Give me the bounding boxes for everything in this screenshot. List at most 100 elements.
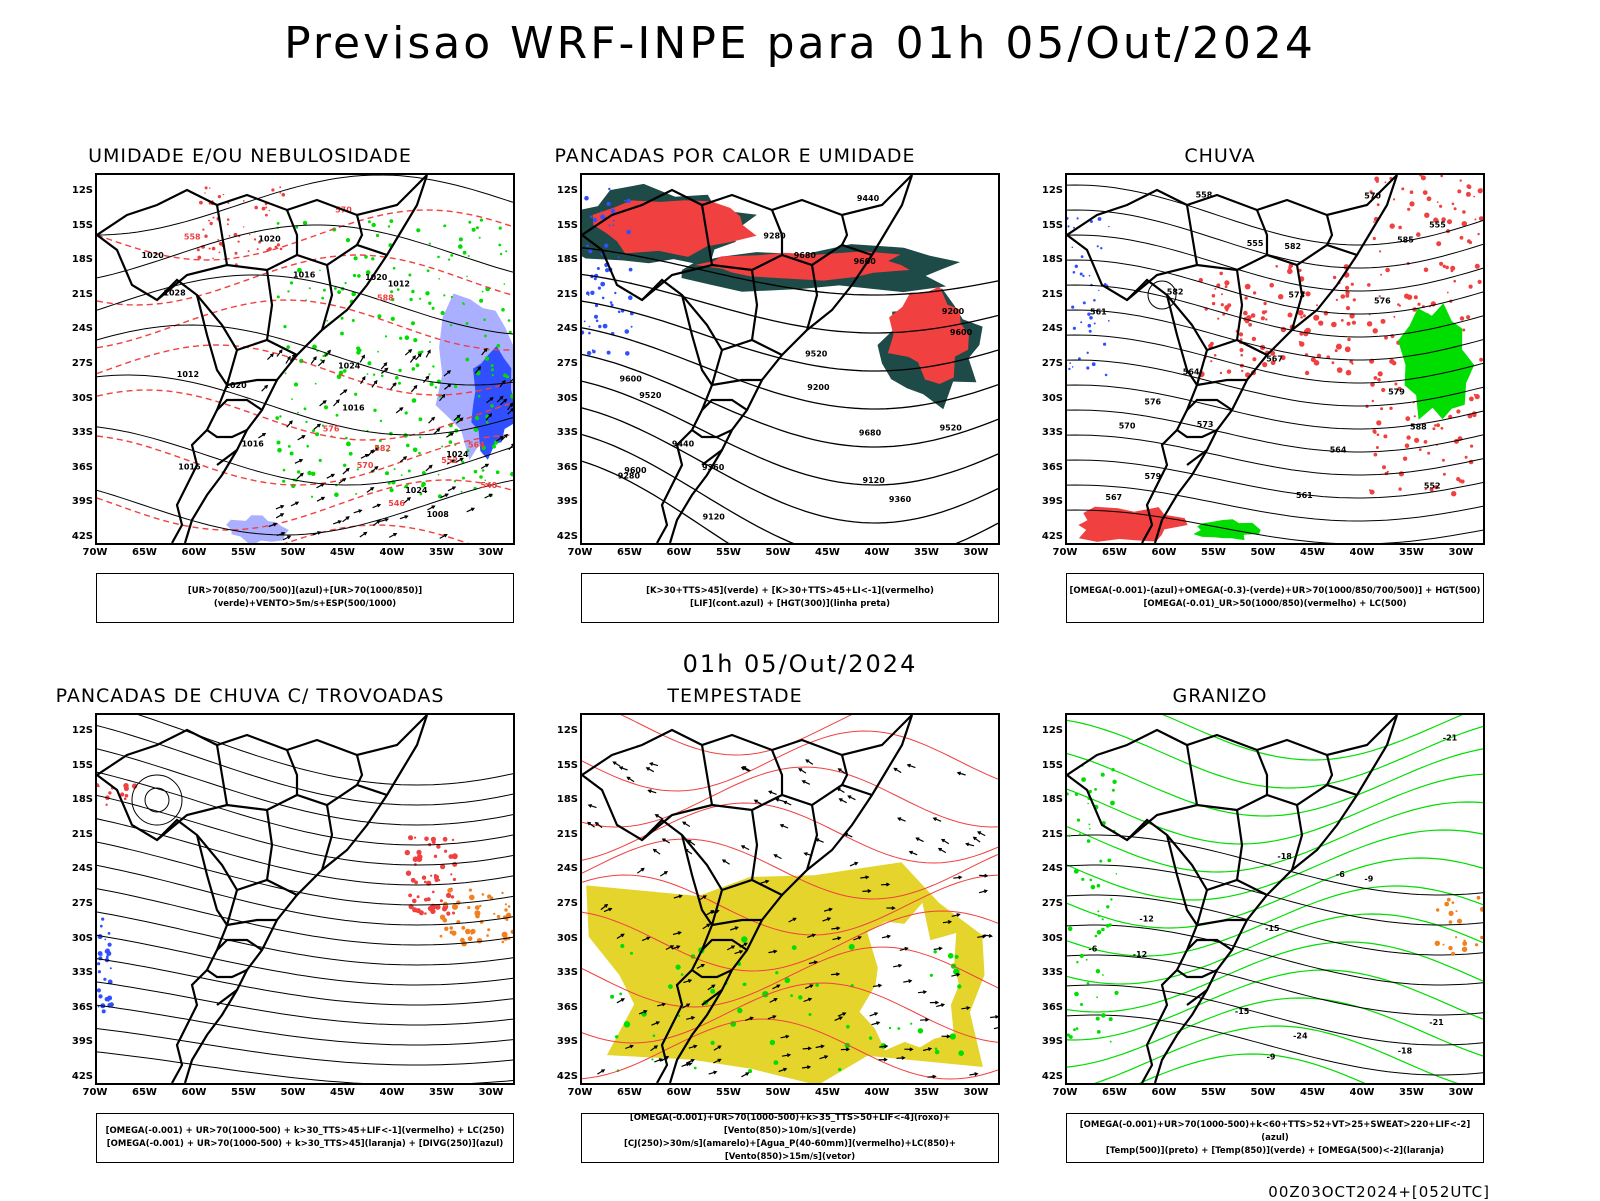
thunder-orange-speck [440,915,445,920]
geopotential-500-isoline [1067,460,1483,498]
omega-500-speck [1452,901,1455,904]
rain-omega-speck [1460,179,1462,181]
rain-omega-speck [1380,407,1383,410]
omega-500-speck [1462,947,1467,952]
wind-850-speck [935,1050,940,1055]
thunder-red-speck [452,862,457,867]
lifted-index-speck [628,295,633,300]
thickness-500-1000-isoline [97,480,513,530]
lifted-index-speck [600,215,605,220]
rain-omega-speck [1437,201,1439,203]
humidity-1000-850-speck [398,382,401,385]
height-label: 9440 [672,439,695,448]
humidity-1000-850-speck [371,257,374,260]
omega-500-speck [1455,936,1457,938]
height-label: 9520 [940,423,963,432]
thickness-speck [280,248,283,251]
temperature-label: -21 [1429,1018,1444,1027]
humidity-1000-850-speck [476,226,479,229]
latitude-tick-label: 21S [540,289,578,300]
rain-omega-speck [1287,269,1293,275]
rain-omega-speck [1243,311,1248,316]
rain-omega-speck [1345,346,1351,352]
temperature-850-speck [1090,879,1093,882]
temperature-850-speck [1077,819,1080,822]
rain-omega-speck [1376,446,1379,449]
temperature-850-speck [1110,898,1112,900]
state-border [1187,175,1397,465]
rain-omega-weak-speck [1089,330,1092,333]
latitude-tick-label: 42S [55,1071,93,1082]
rain-omega-weak-speck [1073,327,1076,330]
humidity-1000-850-speck [482,469,485,472]
rain-omega-speck [1240,348,1244,352]
humidity-1000-850-speck [283,469,286,472]
state-border [712,380,762,385]
wind-850-speck [809,1013,812,1016]
height-label: 555 [1429,221,1446,230]
thickness-speck [218,195,221,198]
rain-omega-speck [1401,187,1404,190]
rain-omega-speck [1382,465,1386,469]
lifted-index-speck [598,325,601,328]
humidity-1000-850-speck [419,436,421,438]
humidity-1000-850-speck [461,491,463,493]
thickness-speck [243,226,244,227]
rain-omega-weak-speck [1100,247,1102,249]
longitude-tick-label: 55W [1194,547,1234,558]
main-title: Previsao WRF-INPE para 01h 05/Out/2024 [0,18,1600,69]
thickness-speck [271,188,274,191]
rain-omega-speck [1331,322,1337,328]
longitude-tick-label: 50W [758,1087,798,1098]
humidity-1000-850-speck [412,367,416,371]
lifted-index-speck [590,291,594,295]
rain-omega-weak-speck [1094,323,1096,325]
humidity-1000-850-speck [458,244,463,249]
humidity-1000-850-speck [468,255,470,257]
humidity-1000-850-speck [312,429,315,432]
pressure-label: 1016 [342,404,365,413]
latitude-tick-label: 12S [540,185,578,196]
temperature-label: -12 [1133,950,1147,959]
rain-omega-speck [1466,315,1470,319]
latitude-tick-label: 18S [1025,794,1063,805]
lifted-index-speck [611,209,616,214]
height-label: 9200 [807,383,830,392]
wind-850-speck [958,1050,964,1056]
panel-title: TEMPESTADE [485,685,985,707]
temperature-850-speck [1109,1017,1113,1021]
legend-line: [OMEGA(-0.001) + UR>70(1000-500) + k>30_… [107,1138,503,1151]
lifted-index-speck [626,199,630,203]
thickness-label: 564 [468,441,485,450]
wind-850-speck [737,1008,742,1013]
height-label: 588 [1410,423,1427,432]
thunder-orange-speck [482,893,485,896]
thunder-red-speck [442,907,447,912]
lifted-index-speck [598,287,601,290]
pressure-label: 1008 [427,510,450,519]
state-border [217,940,262,950]
thunder-orange-speck [456,900,460,904]
thunder-red-speck [405,850,410,855]
latitude-tick-label: 39S [540,496,578,507]
wind-850-speck [849,944,855,950]
height-label: 9440 [857,194,880,203]
humidity-1000-850-speck [297,412,299,414]
longitude-tick-label: 60W [659,1087,699,1098]
rain-omega-speck [1316,316,1319,319]
humidity-1000-850-speck [428,373,430,375]
humidity-1000-850-speck [349,452,353,456]
pressure-label: 1024 [338,362,361,371]
rain-omega-speck [1347,322,1351,326]
thunder-red-speck [105,804,107,806]
thunder-red-speck [449,854,454,859]
rain-omega-speck [1389,407,1392,410]
height-label: 9680 [859,429,882,438]
temperature-label: -9 [1364,874,1373,883]
temperature-850-speck [1106,905,1109,908]
state-border [1327,215,1332,245]
lifted-index-speck [601,211,603,213]
humidity-1000-850-speck [368,220,371,223]
thickness-speck [265,214,268,217]
lifted-index-speck [606,202,610,206]
